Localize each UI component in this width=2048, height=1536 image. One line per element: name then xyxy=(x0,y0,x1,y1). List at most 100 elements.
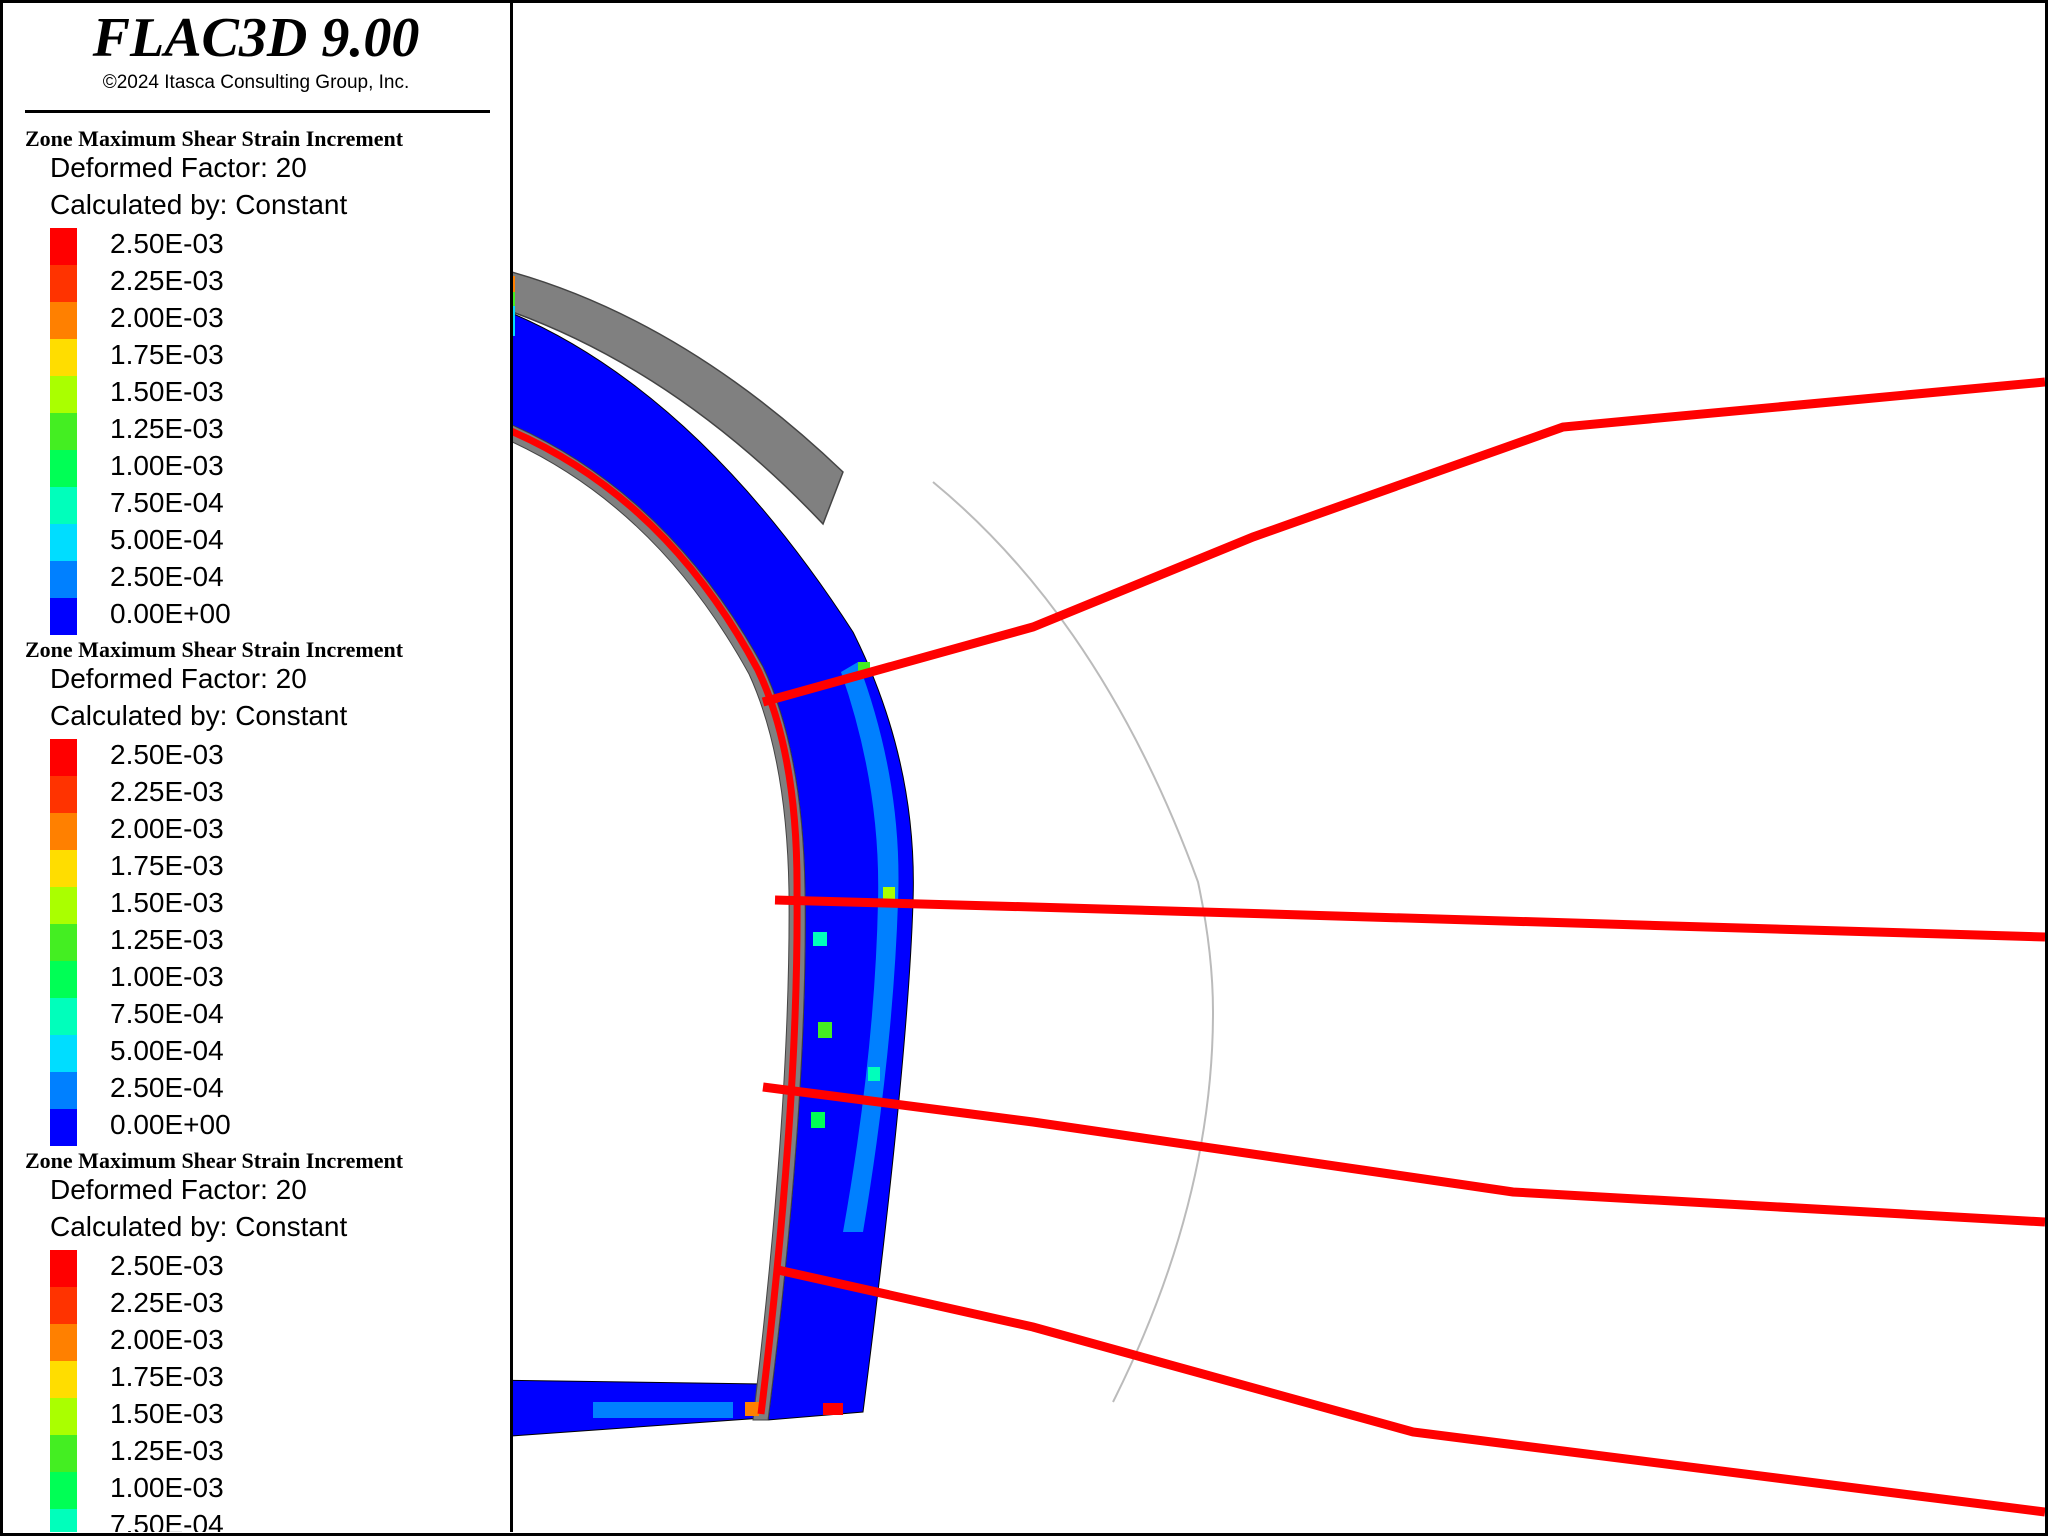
legend-item: 2.50E-04 xyxy=(50,561,450,598)
legend-item: 1.00E-03 xyxy=(50,450,450,487)
legend-title: Zone Maximum Shear Strain Increment xyxy=(25,637,404,662)
legend-swatch xyxy=(50,450,77,487)
legend-item: 2.25E-03 xyxy=(50,265,450,302)
legend-item: 2.25E-03 xyxy=(50,1287,450,1324)
legend-item: 1.25E-03 xyxy=(50,1435,450,1472)
legend-swatch xyxy=(50,813,77,850)
legend-swatch xyxy=(50,1035,77,1072)
legend-value: 0.00E+00 xyxy=(110,598,231,629)
legend-deformed-factor: Deformed Factor: 20 xyxy=(50,663,307,694)
legend-item: 2.00E-03 xyxy=(50,1324,450,1361)
legend-deformed-factor: Deformed Factor: 20 xyxy=(50,1174,307,1205)
legend-title: Zone Maximum Shear Strain Increment xyxy=(25,126,404,151)
legend-swatch xyxy=(50,1250,77,1287)
legend-value: 1.00E-03 xyxy=(110,961,224,992)
legend-value: 2.50E-03 xyxy=(110,1250,224,1281)
legend-swatch xyxy=(50,1287,77,1324)
strain-patch xyxy=(818,1022,832,1038)
legend-block-2: Zone Maximum Shear Strain Increment Defo… xyxy=(2,637,510,1148)
legend-value: 2.50E-03 xyxy=(110,739,224,770)
legend-value: 2.50E-04 xyxy=(110,1072,224,1103)
legend-value: 1.75E-03 xyxy=(110,339,224,370)
legend-item: 2.00E-03 xyxy=(50,813,450,850)
legend-calculated-by: Calculated by: Constant xyxy=(50,1211,348,1242)
title-divider xyxy=(25,110,490,113)
legend-item: 1.00E-03 xyxy=(50,961,450,998)
legend-item: 1.75E-03 xyxy=(50,339,450,376)
strain-patch xyxy=(513,306,515,336)
legend-value: 1.25E-03 xyxy=(110,924,224,955)
legend-value: 1.50E-03 xyxy=(110,1398,224,1429)
app-copyright: ©2024 Itasca Consulting Group, Inc. xyxy=(102,72,410,93)
legend-block-3: Zone Maximum Shear Strain Increment Defo… xyxy=(2,1148,510,1532)
legend-item: 1.50E-03 xyxy=(50,376,450,413)
lining-inner-shell xyxy=(513,425,806,1421)
legend-calculated-by: Calculated by: Constant xyxy=(50,700,348,731)
strain-patch xyxy=(841,662,899,1232)
legend-value: 5.00E-04 xyxy=(110,524,224,555)
model-viewport[interactable] xyxy=(513,2,2045,1532)
strain-patch xyxy=(513,292,515,306)
legend-value: 2.25E-03 xyxy=(110,776,224,807)
model-plot[interactable] xyxy=(513,2,2045,1532)
legend-swatch xyxy=(50,265,77,302)
legend-value: 2.00E-03 xyxy=(110,1324,224,1355)
legend-swatch xyxy=(50,561,77,598)
legend-value: 1.25E-03 xyxy=(110,1435,224,1466)
legend-item: 1.75E-03 xyxy=(50,850,450,887)
app-title: FLAC3D 9.00 xyxy=(92,7,420,69)
legend-item: 2.50E-03 xyxy=(50,739,450,776)
legend-value: 1.50E-03 xyxy=(110,376,224,407)
zone-shell xyxy=(513,313,914,1421)
strain-patch xyxy=(513,276,515,292)
legend-swatch xyxy=(50,339,77,376)
legend-item: 0.00E+00 xyxy=(50,598,450,635)
legend-value: 0.00E+00 xyxy=(110,1109,231,1140)
legend-item: 1.25E-03 xyxy=(50,924,450,961)
legend-value: 5.00E-04 xyxy=(110,1035,224,1066)
legend-value: 2.50E-03 xyxy=(110,228,224,259)
legend-item: 2.50E-04 xyxy=(50,1072,450,1109)
cable-3 xyxy=(762,1082,2045,1227)
strain-patch xyxy=(813,932,827,946)
legend-value: 1.25E-03 xyxy=(110,413,224,444)
legend-value: 2.00E-03 xyxy=(110,813,224,844)
legend-value: 7.50E-04 xyxy=(110,487,224,518)
legend-item: 2.00E-03 xyxy=(50,302,450,339)
legend-title: Zone Maximum Shear Strain Increment xyxy=(25,1148,404,1173)
legend-value: 1.00E-03 xyxy=(110,450,224,481)
legend-swatch xyxy=(50,524,77,561)
lining-outer-shell xyxy=(513,271,844,526)
legend-calculated-by: Calculated by: Constant xyxy=(50,189,348,220)
legend-swatch xyxy=(50,1361,77,1398)
legend-item: 1.50E-03 xyxy=(50,887,450,924)
legend-swatch xyxy=(50,1324,77,1361)
legend-item: 2.50E-03 xyxy=(50,228,450,265)
legend-swatch xyxy=(50,228,77,265)
legend-swatch xyxy=(50,1509,77,1532)
legend-item: 5.00E-04 xyxy=(50,1035,450,1072)
legend-value: 1.75E-03 xyxy=(110,1361,224,1392)
legend-item: 1.00E-03 xyxy=(50,1472,450,1509)
legend-swatch xyxy=(50,924,77,961)
legend-item: 2.25E-03 xyxy=(50,776,450,813)
legend-value: 1.00E-03 xyxy=(110,1472,224,1503)
legend-swatch xyxy=(50,1472,77,1509)
legend-swatch xyxy=(50,487,77,524)
legend-item: 2.50E-03 xyxy=(50,1250,450,1287)
legend-panel: FLAC3D 9.00 ©2024 Itasca Consulting Grou… xyxy=(2,2,513,1532)
legend-swatch xyxy=(50,1435,77,1472)
strain-patch xyxy=(593,1402,733,1418)
legend-value: 7.50E-04 xyxy=(110,1509,224,1532)
legend-swatch xyxy=(50,376,77,413)
legend-item: 5.00E-04 xyxy=(50,524,450,561)
legend-swatch xyxy=(50,302,77,339)
legend-item: 7.50E-04 xyxy=(50,487,450,524)
legend-value: 7.50E-04 xyxy=(110,998,224,1029)
legend-block-1: Zone Maximum Shear Strain Increment Defo… xyxy=(2,126,510,637)
legend-swatch xyxy=(50,1398,77,1435)
legend-swatch xyxy=(50,887,77,924)
legend-value: 2.50E-04 xyxy=(110,561,224,592)
strain-patch xyxy=(868,1067,880,1081)
cable-2 xyxy=(774,895,2045,942)
